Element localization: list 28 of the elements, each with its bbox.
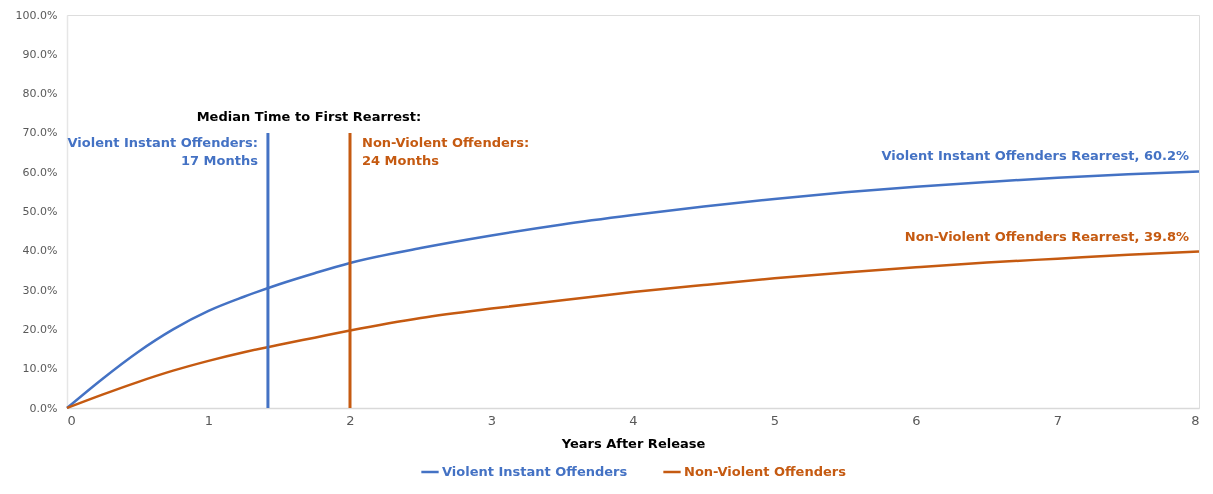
y-tick-label: 0.0%	[29, 401, 58, 415]
y-tick-label: 100.0%	[15, 8, 58, 22]
y-tick-label: 60.0%	[22, 165, 58, 179]
annotation: Median Time to First Rearrest:	[196, 108, 422, 124]
y-tick-label: 80.0%	[22, 87, 58, 101]
annotation: Non-Violent Offenders: 24 Months	[362, 134, 530, 168]
x-tick-label: 0	[67, 412, 76, 428]
x-tick-label: 2	[346, 412, 355, 428]
y-tick-label: 30.0%	[22, 283, 58, 297]
x-tick-label: 4	[629, 412, 638, 428]
y-tick-label: 40.0%	[22, 244, 58, 258]
x-tick-label: 1	[204, 412, 214, 428]
y-tick-label: 20.0%	[22, 322, 58, 336]
x-tick-label: 8	[1191, 412, 1200, 428]
x-tick-label: 7	[1053, 412, 1063, 428]
y-tick-label: 50.0%	[22, 205, 58, 218]
x-tick-label: 3	[487, 412, 497, 428]
legend-label: Non-Violent Offenders	[684, 464, 847, 479]
annotation: Violent Instant Offenders Rearrest, 60.2%	[881, 148, 1189, 164]
annotation: Violent Instant Offenders: 17 Months	[67, 134, 259, 168]
x-tick-label: 6	[912, 412, 921, 428]
y-tick-label: 10.0%	[22, 362, 58, 376]
legend-label: Violent Instant Offenders	[442, 464, 628, 479]
annotation: Non-Violent Offenders Rearrest, 39.8%	[904, 228, 1189, 244]
x-axis-title: Years After Release	[560, 435, 706, 451]
y-tick-label: 90.0%	[22, 47, 58, 61]
x-tick-label: 5	[770, 412, 780, 428]
y-tick-label: 70.0%	[22, 126, 58, 140]
